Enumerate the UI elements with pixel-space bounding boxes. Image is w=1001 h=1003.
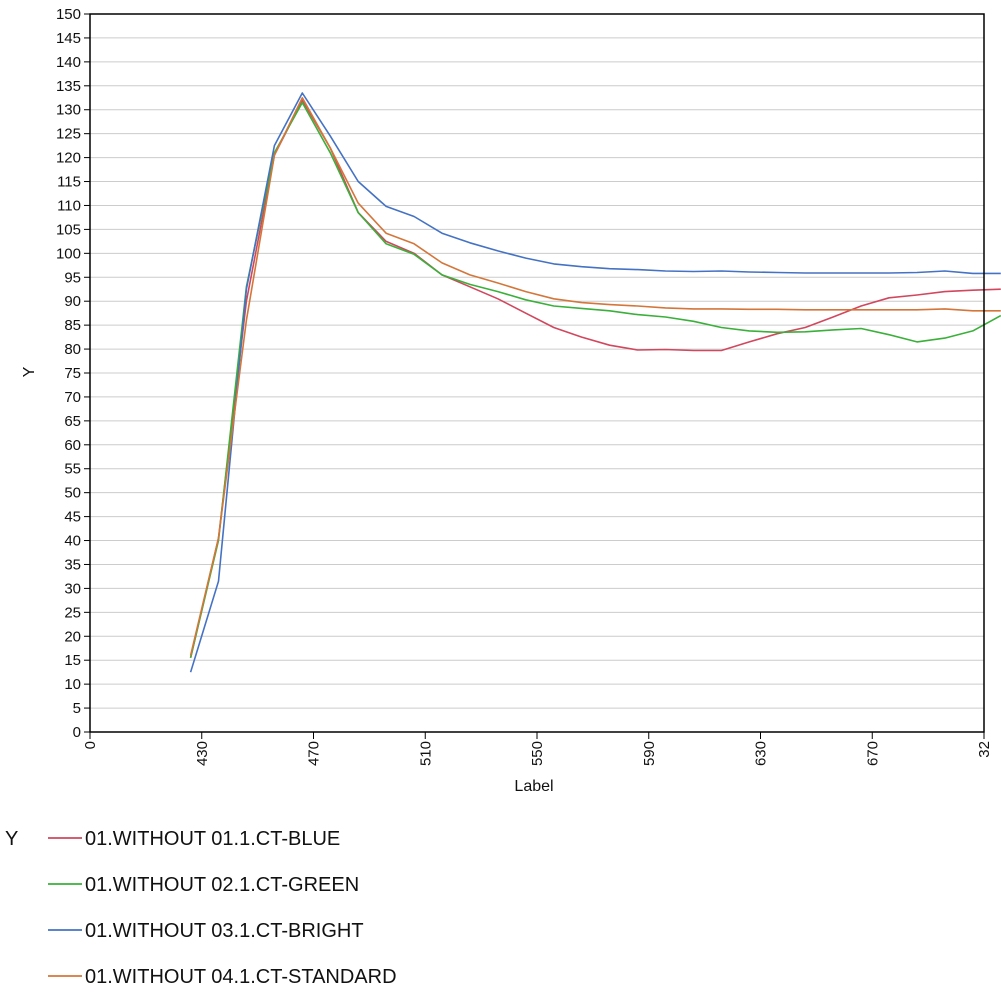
y-tick-label: 80 (64, 341, 81, 358)
y-tick-label: 120 (56, 150, 81, 167)
y-axis-title: Y (21, 366, 38, 377)
y-tick-label: 70 (64, 389, 81, 406)
y-tick-label: 110 (57, 197, 81, 214)
y-tick-label: 115 (57, 174, 81, 191)
legend-entry-label: 01.WITHOUT 02.1.CT-GREEN (85, 874, 359, 896)
y-tick-label: 95 (64, 269, 81, 286)
y-tick-label: 40 (64, 533, 81, 550)
y-tick-label: 100 (56, 245, 81, 262)
series-lines (189, 92, 1001, 673)
y-tick-label: 140 (56, 54, 81, 71)
y-tick-label: 25 (64, 604, 81, 621)
y-tick-label: 50 (64, 485, 81, 502)
x-tick-label: 32 (976, 741, 993, 758)
x-axis: 0 430 470 510 550 590 630 670 32 (82, 732, 993, 766)
x-tick-label: 0 (82, 741, 99, 749)
grid-lines (90, 37, 984, 709)
y-tick-label: 90 (64, 293, 81, 310)
legend-title: Y (5, 828, 18, 850)
y-tick-label: 20 (64, 628, 81, 645)
y-tick-label: 65 (64, 413, 81, 430)
y-tick-label: 35 (64, 556, 81, 573)
y-tick-label: 10 (64, 676, 81, 693)
x-tick-label: 670 (864, 741, 881, 766)
y-tick-label: 125 (56, 126, 81, 143)
series-line-1 (189, 99, 1001, 658)
legend-entry-label: 01.WITHOUT 04.1.CT-STANDARD (85, 966, 397, 988)
x-tick-label: 630 (753, 741, 770, 766)
legend-entry-label: 01.WITHOUT 03.1.CT-BRIGHT (85, 920, 364, 942)
y-tick-label: 135 (56, 78, 81, 95)
legend-entry-label: 01.WITHOUT 01.1.CT-BLUE (85, 828, 340, 850)
y-tick-label: 150 (56, 6, 81, 23)
series-line-2 (189, 101, 1001, 658)
y-tick-label: 30 (64, 580, 81, 597)
y-axis: 0 5 10 15 20 25 30 35 40 45 50 55 60 65 70 75 80 85 90 95 10… (56, 6, 90, 741)
y-tick-label: 0 (73, 724, 81, 741)
x-axis-title: Label (514, 778, 553, 795)
y-tick-label: 60 (64, 437, 81, 454)
y-tick-label: 5 (73, 700, 81, 717)
x-tick-label: 470 (306, 741, 323, 766)
series-line-3 (189, 92, 1001, 673)
y-tick-label: 105 (56, 221, 81, 238)
y-tick-label: 85 (64, 317, 81, 334)
legend: Y 01.WITHOUT 01.1.CT-BLUE 01.WITHOUT 02.1… (5, 828, 397, 988)
y-tick-label: 15 (64, 652, 81, 669)
x-tick-label: 430 (194, 741, 211, 766)
x-tick-label: 510 (417, 741, 434, 766)
x-tick-label: 590 (641, 741, 658, 766)
y-tick-label: 45 (64, 509, 81, 526)
y-tick-label: 130 (56, 102, 81, 119)
y-tick-label: 75 (64, 365, 81, 382)
y-tick-label: 55 (64, 461, 81, 478)
series-line-4 (189, 97, 1001, 656)
x-tick-label: 550 (529, 741, 546, 766)
y-tick-label: 145 (56, 30, 81, 47)
